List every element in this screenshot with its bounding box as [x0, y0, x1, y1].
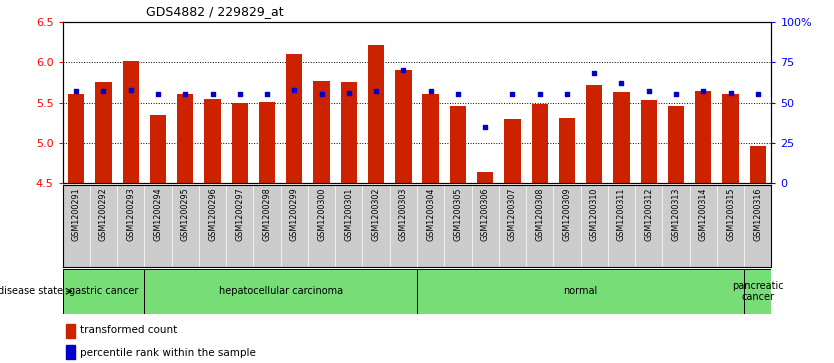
Bar: [150, 115, 166, 183]
Bar: [259, 102, 275, 183]
Text: GSM1200310: GSM1200310: [590, 188, 599, 241]
Point: [587, 70, 600, 76]
Point: [615, 80, 628, 86]
Point: [479, 124, 492, 130]
Text: pancreatic
cancer: pancreatic cancer: [732, 281, 784, 302]
Text: hepatocellular carcinoma: hepatocellular carcinoma: [219, 286, 343, 296]
Bar: [144, 269, 417, 314]
Text: GSM1200295: GSM1200295: [181, 188, 190, 241]
Point: [260, 91, 274, 97]
Text: GSM1200308: GSM1200308: [535, 188, 545, 241]
Text: GSM1200304: GSM1200304: [426, 188, 435, 241]
Point: [124, 87, 138, 93]
Bar: [668, 106, 684, 183]
Bar: [66, 345, 75, 359]
Point: [696, 88, 710, 94]
Point: [369, 88, 383, 94]
Text: GSM1200314: GSM1200314: [699, 188, 708, 241]
Bar: [286, 54, 303, 183]
Point: [342, 90, 355, 96]
Point: [451, 91, 465, 97]
Bar: [750, 146, 766, 183]
Text: GSM1200300: GSM1200300: [317, 188, 326, 241]
Bar: [95, 82, 112, 183]
Bar: [417, 269, 744, 314]
Point: [151, 91, 164, 97]
Bar: [232, 102, 248, 183]
Bar: [744, 269, 771, 314]
Bar: [123, 61, 139, 183]
Bar: [505, 119, 520, 183]
Bar: [559, 118, 575, 183]
Text: GSM1200303: GSM1200303: [399, 188, 408, 241]
Text: GSM1200307: GSM1200307: [508, 188, 517, 241]
Text: GSM1200301: GSM1200301: [344, 188, 354, 241]
Text: GSM1200291: GSM1200291: [72, 188, 81, 241]
Text: GSM1200293: GSM1200293: [126, 188, 135, 241]
Point: [97, 88, 110, 94]
Text: GSM1200298: GSM1200298: [263, 188, 272, 241]
Bar: [395, 70, 411, 183]
Point: [178, 91, 192, 97]
Text: percentile rank within the sample: percentile rank within the sample: [80, 348, 256, 358]
Text: GSM1200297: GSM1200297: [235, 188, 244, 241]
Text: GSM1200299: GSM1200299: [289, 188, 299, 241]
Bar: [423, 94, 439, 183]
Text: GSM1200302: GSM1200302: [372, 188, 380, 241]
Bar: [450, 106, 466, 183]
Text: GDS4882 / 229829_at: GDS4882 / 229829_at: [146, 5, 284, 18]
Point: [533, 91, 546, 97]
Text: gastric cancer: gastric cancer: [68, 286, 138, 296]
Bar: [695, 91, 711, 183]
Bar: [722, 94, 739, 183]
Bar: [477, 172, 494, 183]
Point: [315, 91, 329, 97]
Point: [234, 91, 247, 97]
Text: GSM1200294: GSM1200294: [153, 188, 163, 241]
Point: [670, 91, 683, 97]
Point: [206, 91, 219, 97]
Bar: [641, 100, 657, 183]
Text: GSM1200316: GSM1200316: [753, 188, 762, 241]
Bar: [531, 104, 548, 183]
Point: [724, 90, 737, 96]
Bar: [68, 94, 84, 183]
Bar: [314, 81, 329, 183]
Text: GSM1200296: GSM1200296: [208, 188, 217, 241]
Point: [505, 91, 519, 97]
Bar: [177, 94, 193, 183]
Bar: [63, 269, 144, 314]
Bar: [204, 98, 221, 183]
Text: GSM1200315: GSM1200315: [726, 188, 735, 241]
Point: [69, 88, 83, 94]
Text: GSM1200305: GSM1200305: [454, 188, 462, 241]
Point: [288, 87, 301, 93]
Text: GSM1200311: GSM1200311: [617, 188, 626, 241]
Point: [397, 67, 410, 73]
Text: transformed count: transformed count: [80, 325, 178, 335]
Bar: [613, 92, 630, 183]
Bar: [340, 82, 357, 183]
Text: GSM1200306: GSM1200306: [480, 188, 490, 241]
Point: [424, 88, 437, 94]
Text: GSM1200313: GSM1200313: [671, 188, 681, 241]
Text: disease state: disease state: [0, 286, 63, 296]
Point: [751, 91, 765, 97]
Text: GSM1200312: GSM1200312: [644, 188, 653, 241]
Text: normal: normal: [564, 286, 598, 296]
Point: [642, 88, 656, 94]
Bar: [66, 323, 75, 338]
Text: GSM1200309: GSM1200309: [562, 188, 571, 241]
Bar: [368, 45, 384, 183]
Point: [560, 91, 574, 97]
Text: GSM1200292: GSM1200292: [99, 188, 108, 241]
Bar: [586, 85, 602, 183]
